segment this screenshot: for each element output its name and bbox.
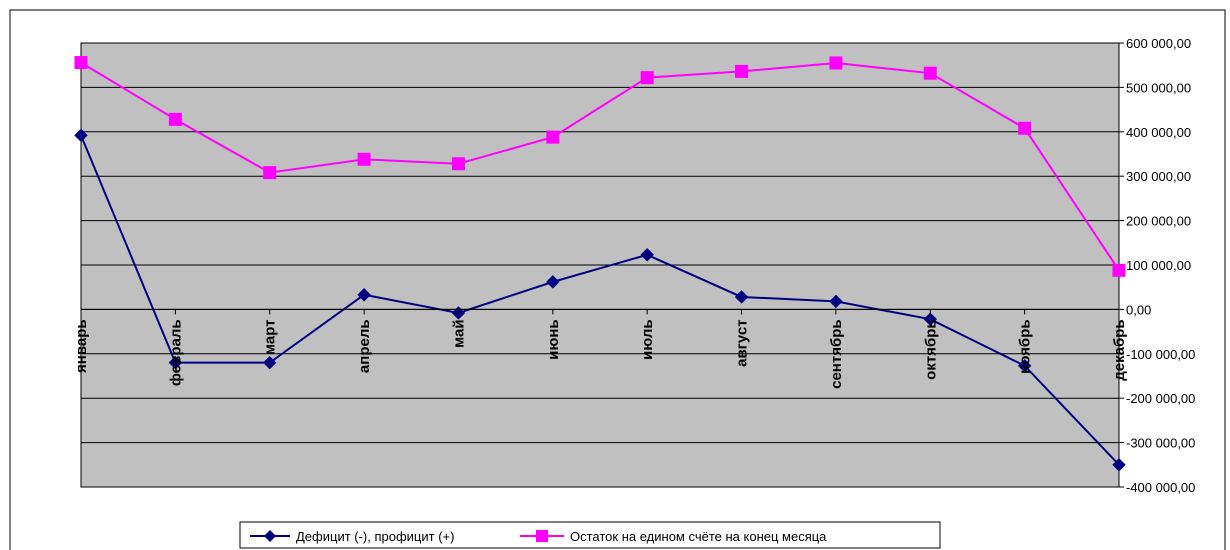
y-tick-label: -300 000,00 (1126, 436, 1195, 451)
x-tick-label: июль (639, 319, 656, 359)
data-point (829, 294, 843, 309)
y-tick-label: -200 000,00 (1126, 391, 1195, 406)
data-point (640, 248, 654, 262)
legend-marker (264, 530, 276, 542)
x-axis: январь февраль март апрель май июнь июль август… (73, 308, 1128, 389)
y-tick-label: 500 000,00 (1126, 80, 1191, 95)
x-tick-label: апрель (356, 319, 373, 373)
series-1 (74, 128, 1126, 472)
data-point (734, 290, 749, 304)
legend-item-2: Остаток на едином счёте на конец месяца (520, 529, 827, 544)
x-tick-label: январь (73, 319, 90, 373)
data-point (1017, 359, 1032, 373)
legend-label: Остаток на едином счёте на конец месяца (570, 529, 827, 544)
x-tick-label: ноябрь (1017, 319, 1034, 373)
y-tick-label: -400 000,00 (1126, 480, 1195, 495)
data-point (168, 112, 182, 126)
gridlines (81, 42, 1119, 488)
data-point (546, 130, 560, 144)
y-tick-label: 200 000,00 (1126, 214, 1191, 229)
series-layer (74, 56, 1126, 472)
data-point (735, 64, 749, 78)
y-tick-label: 400 000,00 (1126, 125, 1191, 140)
y-tick-label: -100 000,00 (1126, 347, 1195, 362)
series-line (80, 134, 1120, 466)
x-tick-label: октябрь (922, 319, 939, 379)
series-line (80, 61, 1120, 271)
x-tick-label: август (734, 319, 751, 366)
y-tick-label: 300 000,00 (1126, 169, 1191, 184)
data-point (1112, 263, 1126, 277)
x-tick-label: май (450, 319, 467, 347)
legend: Дефицит (-), профицит (+) Остаток на един… (239, 521, 941, 549)
x-tick-label: июнь (545, 319, 562, 359)
data-point (263, 355, 277, 370)
data-point (923, 66, 937, 80)
data-point (546, 275, 560, 289)
data-point (74, 128, 88, 143)
data-point (923, 312, 937, 326)
data-point (451, 157, 465, 171)
data-point (357, 288, 371, 302)
data-point (168, 355, 183, 370)
x-tick-label: февраль (167, 319, 184, 386)
data-point (640, 71, 654, 85)
data-point (263, 166, 277, 180)
x-tick-label: сентябрь (828, 319, 845, 389)
legend-box (239, 521, 941, 549)
data-point (1112, 458, 1126, 472)
x-tick-label: март (262, 319, 279, 355)
data-point (1018, 121, 1032, 135)
x-tick-label: декабрь (1111, 319, 1128, 380)
data-point (829, 56, 843, 70)
y-tick-label: 0,00 (1126, 302, 1151, 317)
data-point (74, 56, 88, 70)
y-axis: 600 000,00 500 000,00 400 000,00 300 000,00… (1118, 36, 1195, 495)
legend-marker (536, 530, 548, 542)
data-point (357, 152, 371, 166)
legend-label: Дефицит (-), профицит (+) (296, 529, 454, 544)
y-tick-label: 100 000,00 (1126, 258, 1191, 273)
series-2 (74, 56, 1126, 277)
legend-item-1: Дефицит (-), профицит (+) (250, 529, 454, 544)
y-tick-label: 600 000,00 (1126, 36, 1191, 51)
